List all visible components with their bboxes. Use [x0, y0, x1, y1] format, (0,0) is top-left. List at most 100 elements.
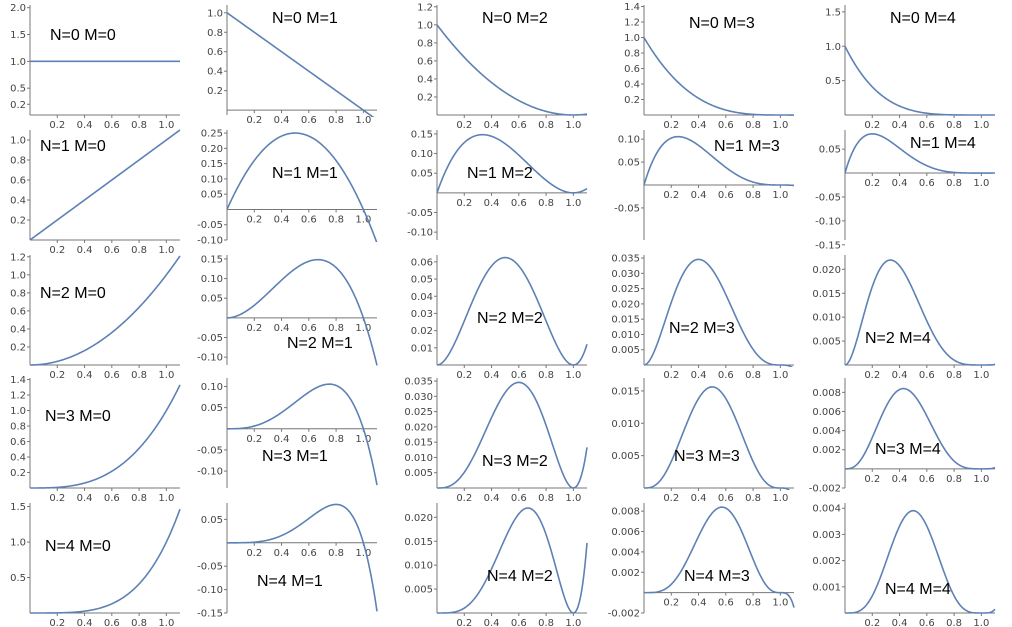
x-tick-label: 0.2 [246, 115, 262, 126]
y-tick-label: 0.4 [10, 453, 26, 464]
y-tick-label: 0.10 [201, 382, 223, 393]
y-tick-label: 1.5 [10, 30, 26, 41]
y-tick-label: 0.02 [411, 326, 433, 337]
x-tick-label: 0.6 [301, 434, 317, 445]
y-tick-label: 0.2 [10, 468, 26, 479]
y-tick-label: 1.2 [10, 391, 26, 402]
y-tick-label: 0.04 [411, 292, 433, 303]
y-tick-label: 0.5 [825, 76, 841, 87]
x-tick-label: 0.6 [511, 120, 527, 131]
panel-label: N=0 M=4 [890, 10, 956, 27]
x-tick-label: 1.0 [158, 245, 174, 256]
x-tick-label: 0.2 [864, 370, 880, 381]
y-tick-label: 0.4 [10, 324, 26, 335]
x-tick-label: 0.8 [328, 548, 344, 559]
y-tick-label: 0.06 [411, 257, 433, 268]
x-tick-label: 1.0 [973, 370, 989, 381]
panel-label: N=2 M=1 [287, 335, 353, 352]
y-tick-label: 0.015 [611, 315, 640, 326]
panel-label: N=3 M=0 [45, 408, 111, 425]
x-tick-label: 0.8 [946, 474, 962, 485]
x-tick-label: 0.8 [745, 598, 761, 609]
x-tick-label: 0.2 [456, 198, 472, 209]
y-tick-label: 0.2 [10, 342, 26, 353]
y-tick-label: 0.015 [404, 438, 433, 449]
x-tick-label: 0.2 [49, 120, 65, 131]
y-tick-label: 0.003 [812, 530, 841, 541]
x-tick-label: 0.4 [484, 618, 500, 627]
y-tick-label: 0.005 [611, 451, 640, 462]
x-tick-label: 1.0 [565, 370, 581, 381]
x-tick-label: 0.4 [484, 370, 500, 381]
y-tick-label: 0.8 [10, 288, 26, 299]
x-tick-label: 0.2 [456, 120, 472, 131]
panel-label: N=3 M=3 [674, 448, 740, 465]
x-tick-label: 0.8 [538, 493, 554, 504]
x-tick-label: 0.4 [77, 493, 93, 504]
x-tick-label: 0.8 [131, 245, 147, 256]
y-tick-label: -0.002 [608, 609, 640, 620]
panel-label: N=2 M=3 [669, 320, 735, 337]
x-tick-label: 0.2 [49, 245, 65, 256]
y-tick-label: 0.008 [611, 507, 640, 518]
y-tick-label: 0.035 [404, 377, 433, 388]
y-tick-label: 0.005 [404, 585, 433, 596]
x-tick-label: 0.4 [77, 245, 93, 256]
y-tick-label: 1.2 [624, 18, 640, 29]
series-line [643, 37, 795, 116]
x-tick-label: 0.8 [946, 370, 962, 381]
x-tick-label: 0.2 [456, 493, 472, 504]
y-tick-label: 0.2 [207, 86, 223, 97]
y-tick-label: 1.0 [10, 406, 26, 417]
y-tick-label: -0.05 [197, 562, 223, 573]
x-tick-label: 0.2 [246, 548, 262, 559]
x-tick-label: 0.8 [328, 115, 344, 126]
panel-label: N=3 M=1 [262, 448, 328, 465]
x-tick-label: 0.8 [131, 493, 147, 504]
series-line [844, 259, 996, 366]
y-tick-label: 0.6 [417, 56, 433, 67]
y-tick-label: -0.10 [407, 228, 433, 239]
x-tick-label: 0.2 [864, 474, 880, 485]
x-tick-label: 0.2 [663, 370, 679, 381]
y-tick-label: 0.002 [611, 568, 640, 579]
panel-label: N=2 M=2 [477, 310, 543, 327]
x-tick-label: 1.0 [565, 493, 581, 504]
y-tick-label: 0.2 [624, 95, 640, 106]
series-line [226, 258, 378, 366]
x-tick-label: 0.2 [246, 214, 262, 225]
x-tick-label: 0.4 [484, 198, 500, 209]
y-tick-label: 0.002 [812, 445, 841, 456]
x-tick-label: 0.6 [718, 598, 734, 609]
y-tick-label: 0.05 [411, 275, 433, 286]
panel-label: N=2 M=4 [865, 330, 931, 347]
y-tick-label: 0.2 [417, 92, 433, 103]
panel-label: N=3 M=2 [482, 453, 548, 470]
panel-label: N=1 M=3 [714, 138, 780, 155]
y-tick-label: 0.5 [10, 84, 26, 95]
x-tick-label: 0.4 [691, 598, 707, 609]
x-tick-label: 1.0 [772, 120, 788, 131]
x-tick-label: 0.2 [663, 190, 679, 201]
y-tick-label: 0.020 [611, 299, 640, 310]
y-tick-label: 0.05 [618, 158, 640, 169]
y-tick-label: 0.2 [10, 216, 26, 227]
y-tick-label: -0.05 [614, 203, 640, 214]
series-line [644, 506, 795, 608]
y-tick-label: -0.05 [197, 220, 223, 231]
y-tick-label: 0.006 [812, 407, 841, 418]
x-tick-label: 0.4 [892, 120, 908, 131]
y-tick-label: 0.15 [201, 254, 223, 265]
x-tick-label: 0.2 [864, 618, 880, 627]
y-tick-label: 0.001 [812, 582, 841, 593]
series-line [29, 129, 181, 241]
y-tick-label: 0.010 [404, 561, 433, 572]
y-tick-label: 0.015 [812, 289, 841, 300]
series-line [844, 45, 995, 116]
series-line [643, 258, 794, 367]
x-tick-label: 0.4 [691, 493, 707, 504]
